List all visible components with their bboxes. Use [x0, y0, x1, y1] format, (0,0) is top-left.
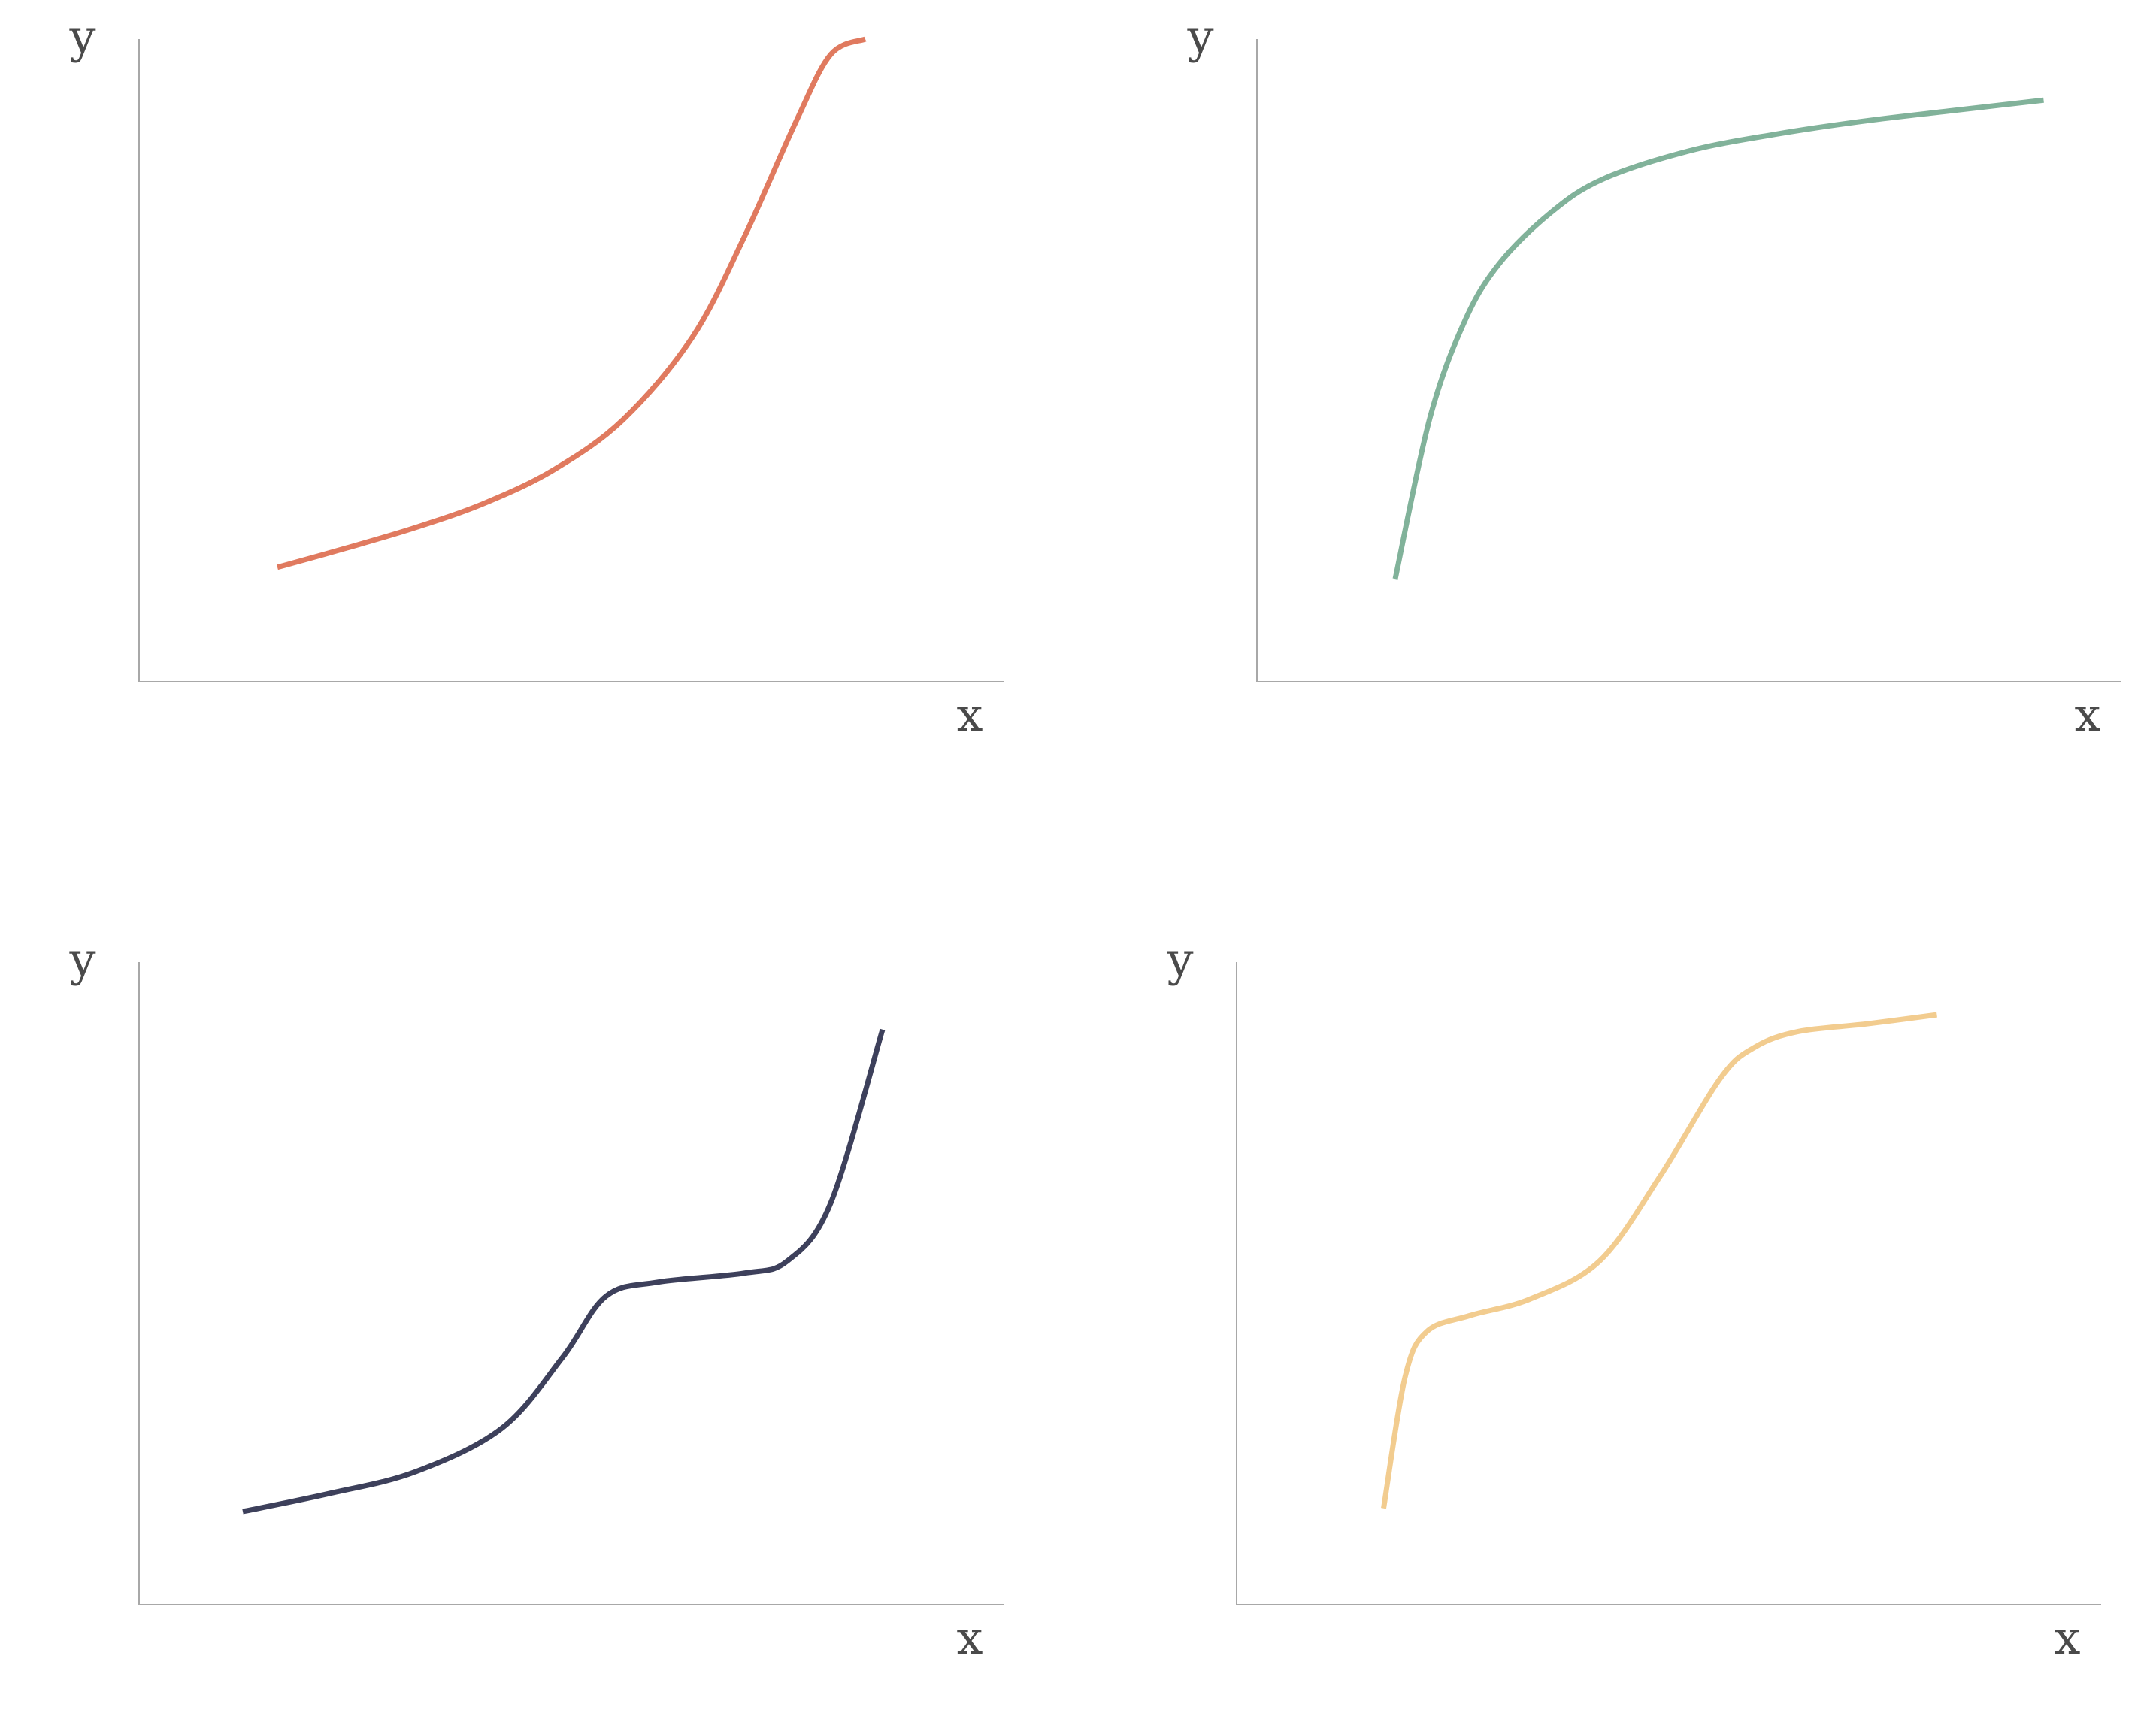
plot-area: [242, 1028, 886, 1515]
y-axis-label: y: [68, 932, 95, 987]
series-line: [242, 1028, 886, 1515]
chart-panel-top-right: y x: [1186, 9, 2121, 742]
y-axis-label: y: [1166, 932, 1193, 987]
chart-panel-bottom-left: y x: [68, 932, 1004, 1665]
y-axis-label: y: [1186, 9, 1213, 64]
x-axis-label: x: [957, 687, 983, 742]
chart-panel-top-left: y x: [68, 9, 1004, 742]
plot-area: [277, 36, 867, 570]
series-line: [1381, 1012, 1937, 1509]
plot-area: [1392, 97, 2044, 580]
y-axis-label: y: [68, 9, 95, 64]
plot-area: [1381, 1012, 1937, 1509]
x-axis-label: x: [2075, 687, 2101, 742]
series-line: [277, 36, 867, 570]
series-line: [1392, 97, 2044, 580]
chart-panel-bottom-right: y x: [1166, 932, 2101, 1665]
x-axis-label: x: [2055, 1610, 2081, 1665]
x-axis-label: x: [957, 1610, 983, 1665]
